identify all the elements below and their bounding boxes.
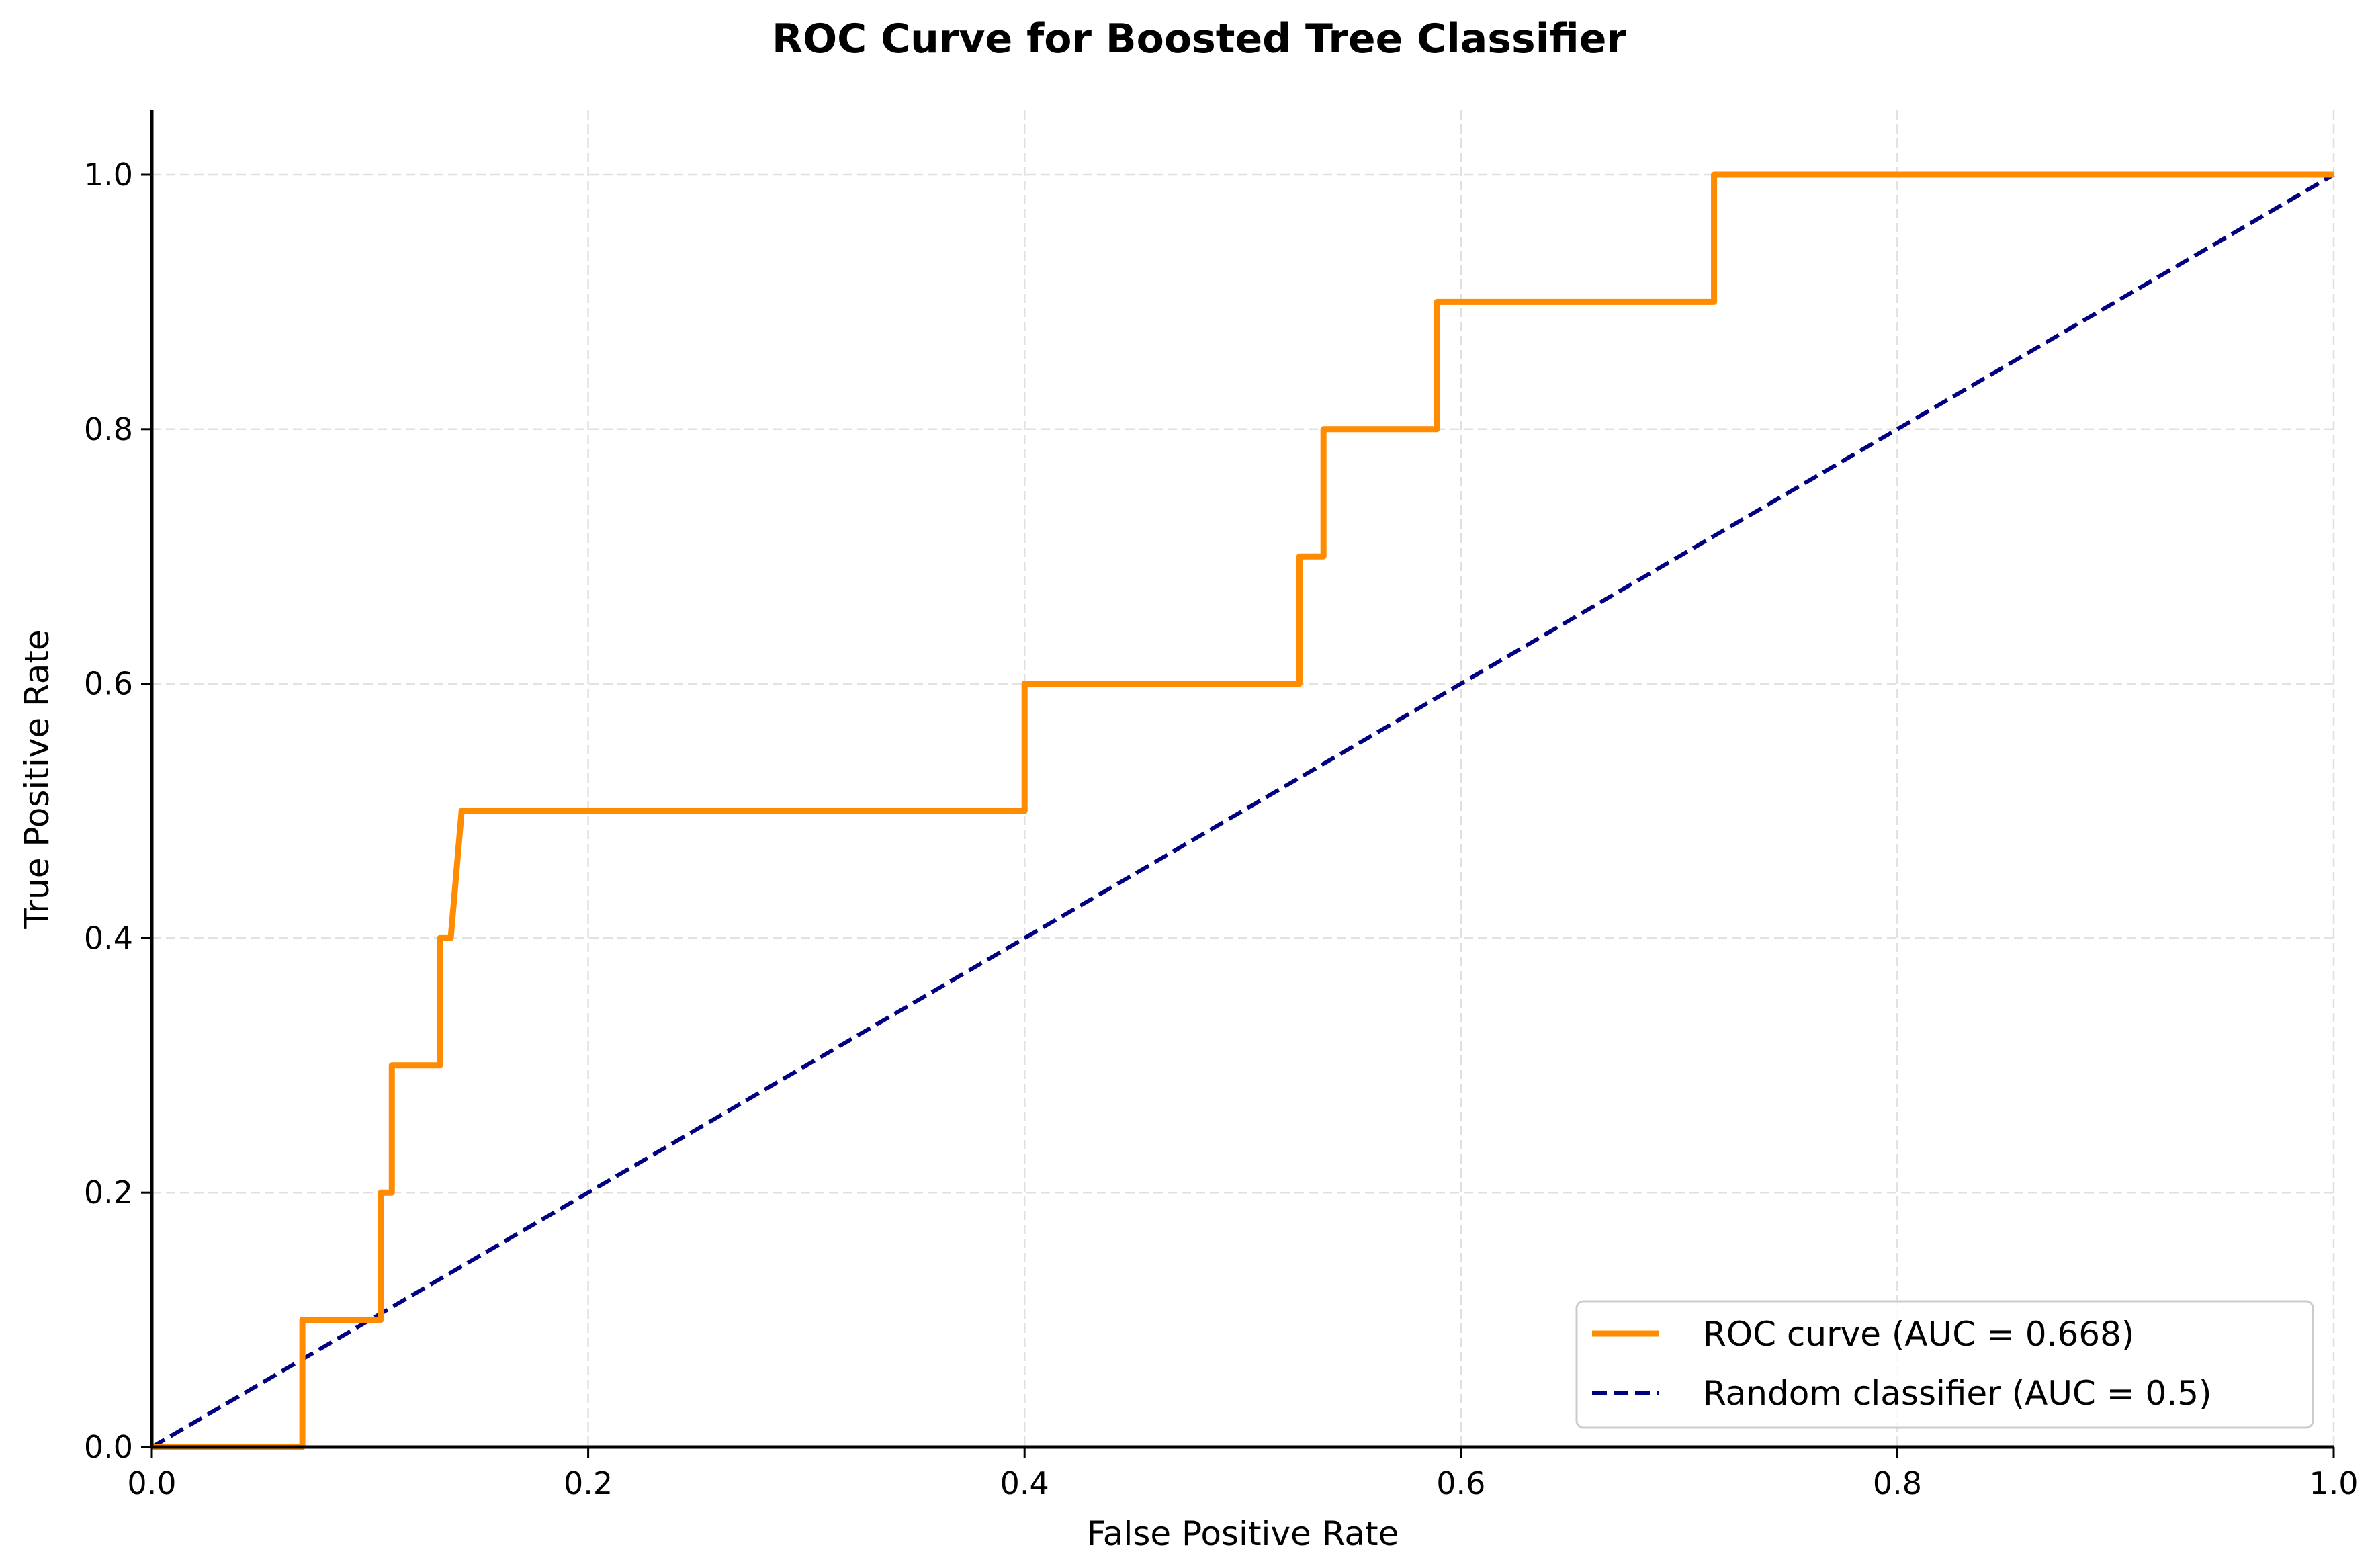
x-tick-label: 0.0 bbox=[127, 1465, 176, 1501]
y-tick-label: 0.0 bbox=[84, 1429, 133, 1465]
x-axis-label: False Positive Rate bbox=[1087, 1514, 1399, 1553]
x-tick-label: 1.0 bbox=[2309, 1465, 2358, 1501]
y-tick-label: 0.2 bbox=[84, 1174, 133, 1211]
random-classifier-line bbox=[150, 173, 2335, 1449]
y-tick-label: 0.4 bbox=[84, 920, 133, 956]
chart-title: ROC Curve for Boosted Tree Classifier bbox=[772, 15, 1627, 62]
y-tick-label: 0.6 bbox=[84, 666, 133, 702]
y-tick-label: 1.0 bbox=[84, 157, 133, 193]
x-tick-label: 0.4 bbox=[1000, 1465, 1049, 1501]
roc-curve-line bbox=[152, 171, 2334, 1450]
legend-box bbox=[1575, 1300, 2314, 1429]
ticks: 0.0 0.2 0.4 0.6 0.8 1.0 0.0 0.2 0.4 0.6 0.8 1.0 bbox=[84, 157, 2359, 1501]
legend: ROC curve (AUC = 0.668) Random classifie… bbox=[1575, 1300, 2314, 1429]
x-tick-label: 0.6 bbox=[1436, 1465, 1485, 1501]
legend-label-roc: ROC curve (AUC = 0.668) bbox=[1703, 1315, 2134, 1354]
series-layer bbox=[150, 171, 2335, 1450]
x-tick-label: 0.2 bbox=[564, 1465, 613, 1501]
y-tick-label: 0.8 bbox=[84, 411, 133, 447]
x-tick-label: 0.8 bbox=[1873, 1465, 1922, 1501]
legend-label-random: Random classifier (AUC = 0.5) bbox=[1703, 1374, 2212, 1413]
y-axis-label: True Positive Rate bbox=[17, 629, 56, 929]
